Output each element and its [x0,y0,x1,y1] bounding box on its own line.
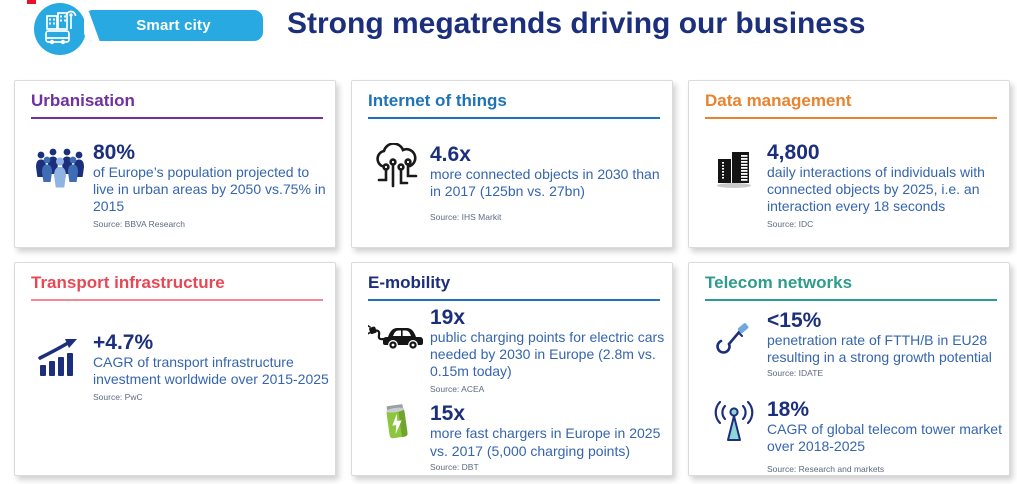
card-heading: Internet of things [368,91,507,110]
stat-source: Source: BBVA Research [93,219,185,230]
stat-source: Source: IDC [767,219,814,230]
card-data-management: Data management [688,80,1010,248]
stat-body: <15% penetration rate of FTTH/B in EU28 … [767,309,1003,378]
stat-value: 19x [430,306,466,329]
heading-rule [31,117,323,119]
stat: 4.6x more connected objects in 2030 than… [368,143,666,222]
stat-value: +4.7% [93,331,154,354]
card-urbanisation: Urbanisation 80% [14,80,336,248]
stat: <15% penetration rate of FTTH/B in EU28 … [705,309,1003,378]
stat: +4.7% CAGR of transport infrastructure i… [31,331,329,402]
stat-description: daily interactions of individuals with c… [767,164,985,215]
card-heading: Data management [705,91,852,110]
battery-icon [368,402,426,444]
card-heading: Transport infrastructure [31,273,225,292]
stat-body: +4.7% CAGR of transport infrastructure i… [93,331,329,402]
stat-value: 4,800 [767,141,820,164]
stat: 19x public charging points for electric … [368,306,666,394]
heading-rule [705,117,997,119]
heading-rule [705,299,997,301]
stat-value: 4.6x [430,143,471,166]
heading-rule [368,117,660,119]
card-transport-infrastructure: Transport infrastructure [14,262,336,476]
stat-description: of Europe’s population projected to live… [93,164,326,215]
logo-fragment [27,0,36,4]
stat-body: 4,800 daily interactions of individuals … [767,141,1003,229]
people-icon [31,141,89,189]
heading-rule [368,299,660,301]
stat-body: 80% of Europe’s population projected to … [93,141,329,229]
smart-city-badge: Smart city [84,10,263,41]
stat-description: penetration rate of FTTH/B in EU28 resul… [767,332,992,366]
card-e-mobility: E-mobility [351,262,673,476]
antenna-icon [705,398,763,444]
stat: 15x more fast chargers in Europe in 2025… [368,402,666,472]
stat-description: more connected objects in 2030 than in 2… [430,166,660,200]
heading-rule [31,299,323,301]
stat: 18% CAGR of global telecom tower market … [705,398,1003,474]
stat-value: 18% [767,398,810,422]
stat: 4,800 daily interactions of individuals … [705,141,1003,229]
smart-city-icon [33,2,87,56]
stat-source: Source: IHS Markit [430,212,502,223]
electric-car-icon [368,306,426,354]
stat-description: public charging points for electric cars… [430,329,665,380]
stat-description: CAGR of transport infrastructure investm… [93,354,329,388]
fiber-cable-icon [705,309,763,361]
page-title: Strong megatrends driving our business [287,7,866,40]
stat-value: 15x [430,402,466,426]
bar-chart-arrow-icon [31,331,89,379]
stat-value: <15% [767,309,822,332]
stat-body: 4.6x more connected objects in 2030 than… [430,143,666,222]
stat-body: 19x public charging points for electric … [430,306,666,394]
card-internet-of-things: Internet of things [351,80,673,248]
stat: 80% of Europe’s population projected to … [31,141,329,229]
stat-body: 15x more fast chargers in Europe in 2025… [430,402,666,471]
stat-source: Source: ACEA [430,384,485,395]
stat-source: Source: DBT [430,461,479,472]
stat-value: 80% [93,141,136,164]
cards-grid: Urbanisation 80% [14,80,1010,476]
stat-description: CAGR of global telecom tower market over… [767,421,1002,455]
card-heading: Urbanisation [31,91,135,110]
buildings-icon [705,141,763,189]
stat-body: 18% CAGR of global telecom tower market … [767,398,1003,473]
card-heading: Telecom networks [705,273,853,292]
cloud-circuit-icon [368,143,426,193]
stat-source: Source: IDATE [767,368,824,379]
card-heading: E-mobility [368,273,451,292]
stat-description: more fast chargers in Europe in 2025 vs.… [430,425,661,459]
card-telecom-networks: Telecom networks <15% penetration rate o… [688,262,1010,476]
stat-source: Source: PwC [93,392,143,403]
stat-source: Source: Research and markets [767,463,885,474]
smart-city-badge-label: Smart city [136,17,211,34]
